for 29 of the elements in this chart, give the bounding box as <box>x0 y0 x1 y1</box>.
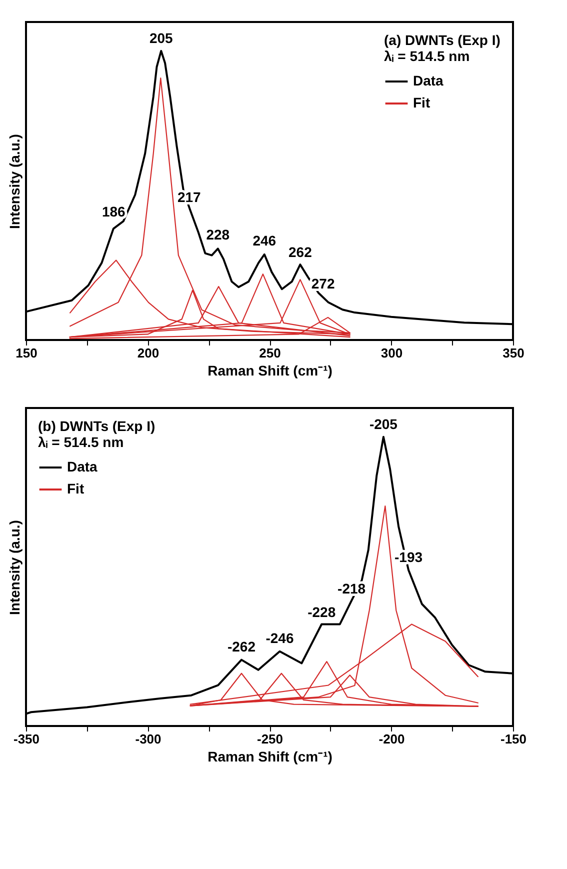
x-tick-label: 200 <box>137 346 160 360</box>
x-tick-label: -250 <box>256 732 284 746</box>
x-tick-label: 150 <box>16 346 38 360</box>
annotation: -228 <box>308 604 336 620</box>
x-tick-label: -150 <box>500 732 527 746</box>
legend-label: Data <box>413 72 444 88</box>
y-axis-title: Intensity (a.u.) <box>6 134 22 229</box>
annotation: -205 <box>369 416 398 432</box>
x-axis-title: Raman Shift (cm⁻¹) <box>208 362 332 378</box>
legend-label: Fit <box>67 480 84 496</box>
x-tick-label: 250 <box>259 346 281 360</box>
annotation: 228 <box>206 226 230 242</box>
legend-title: (b) DWNTs (Exp I) λᵢ = 514.5 nm <box>38 418 156 450</box>
annotation: 246 <box>252 232 276 248</box>
x-tick-label: 300 <box>380 346 403 360</box>
annotation: -246 <box>266 630 294 646</box>
x-tick-label: 350 <box>502 346 524 360</box>
annotation: 186 <box>102 203 126 220</box>
x-tick-label: -350 <box>13 732 40 746</box>
annotation: 262 <box>288 244 312 260</box>
annotation: 205 <box>149 30 174 46</box>
x-axis-title: Raman Shift (cm⁻¹) <box>208 748 332 764</box>
legend-label: Fit <box>413 94 430 110</box>
x-tick-label: -300 <box>135 732 162 746</box>
legend-title: (a) DWNTs (Exp I) λᵢ = 514.5 nm <box>384 32 500 64</box>
y-axis-title: Intensity (a.u.) <box>6 520 22 615</box>
x-tick-label: -200 <box>378 732 405 746</box>
legend-label: Data <box>67 458 98 474</box>
annotation: -262 <box>227 638 256 655</box>
